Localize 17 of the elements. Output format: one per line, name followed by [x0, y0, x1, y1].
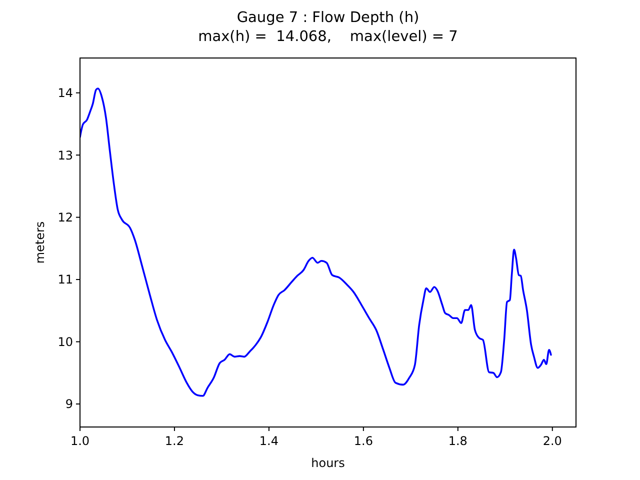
x-tick-label: 1.6 [354, 434, 373, 448]
chart-subtitle: max(h) = 14.068, max(level) = 7 [198, 29, 458, 45]
y-tick-label: 12 [58, 210, 73, 224]
chart-title: Gauge 7 : Flow Depth (h) [236, 10, 420, 26]
y-tick-label: 14 [58, 86, 73, 100]
x-tick-label: 2.0 [542, 434, 562, 448]
y-tick-label: 13 [58, 148, 73, 162]
line-series [80, 88, 552, 397]
x-tick-label: 1.8 [448, 434, 468, 448]
y-tick-label: 11 [58, 272, 73, 287]
y-axis-title: meters [33, 221, 47, 264]
y-tick-label: 10 [58, 334, 73, 349]
x-axis-title: hours [311, 456, 345, 470]
x-tick-label: 1.4 [259, 434, 278, 448]
x-tick-label: 1.0 [70, 434, 90, 448]
x-tick-label: 1.2 [164, 434, 184, 448]
y-tick-label: 9 [65, 397, 73, 412]
